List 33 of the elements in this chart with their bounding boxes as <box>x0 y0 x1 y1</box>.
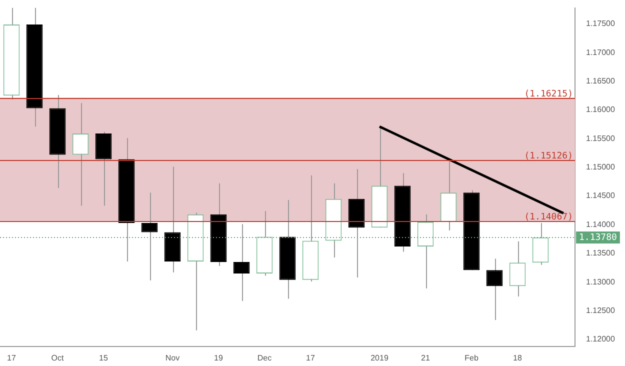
y-tick-label: 1.14500 <box>586 191 616 200</box>
y-tick-label: 1.16500 <box>586 76 616 86</box>
y-tick-label: 1.13000 <box>586 277 616 286</box>
y-tick-label: 1.12000 <box>586 334 616 344</box>
y-tick-label: 1.13500 <box>586 248 616 258</box>
ref-line-label: (1.15126) <box>524 151 573 162</box>
candlestick <box>72 102 89 206</box>
x-tick-label: Nov <box>165 353 180 362</box>
candlestick <box>532 222 549 266</box>
y-tick-label: 1.16000 <box>586 105 616 114</box>
ref-line-label: 1.13780 <box>579 232 617 243</box>
x-tick-label: Dec <box>257 353 272 362</box>
x-tick-label: 2019 <box>370 353 389 362</box>
candlestick <box>141 192 158 281</box>
ref-line-label: (1.16215) <box>524 89 573 100</box>
x-tick-label: 17 <box>7 353 16 362</box>
x-tick-label: 17 <box>306 353 316 362</box>
candlestick <box>509 240 526 297</box>
x-tick-label: 18 <box>513 353 522 362</box>
y-tick-label: 1.12500 <box>586 306 616 316</box>
y-tick-label: 1.14000 <box>586 220 616 229</box>
x-tick-label: Oct <box>51 353 64 362</box>
x-tick-label: 19 <box>214 353 224 362</box>
y-tick-label: 1.15000 <box>586 162 616 172</box>
y-tick-label: 1.17000 <box>586 48 616 57</box>
y-tick-label: 1.17500 <box>586 19 616 28</box>
y-tick-label: 1.15500 <box>586 134 616 143</box>
x-tick-label: Feb <box>464 353 479 362</box>
candlestick <box>417 214 434 289</box>
x-tick-label: 15 <box>99 353 108 362</box>
x-tick-label: 21 <box>421 353 430 362</box>
candlestick <box>95 131 112 206</box>
ref-line-label: (1.14067) <box>524 212 573 222</box>
